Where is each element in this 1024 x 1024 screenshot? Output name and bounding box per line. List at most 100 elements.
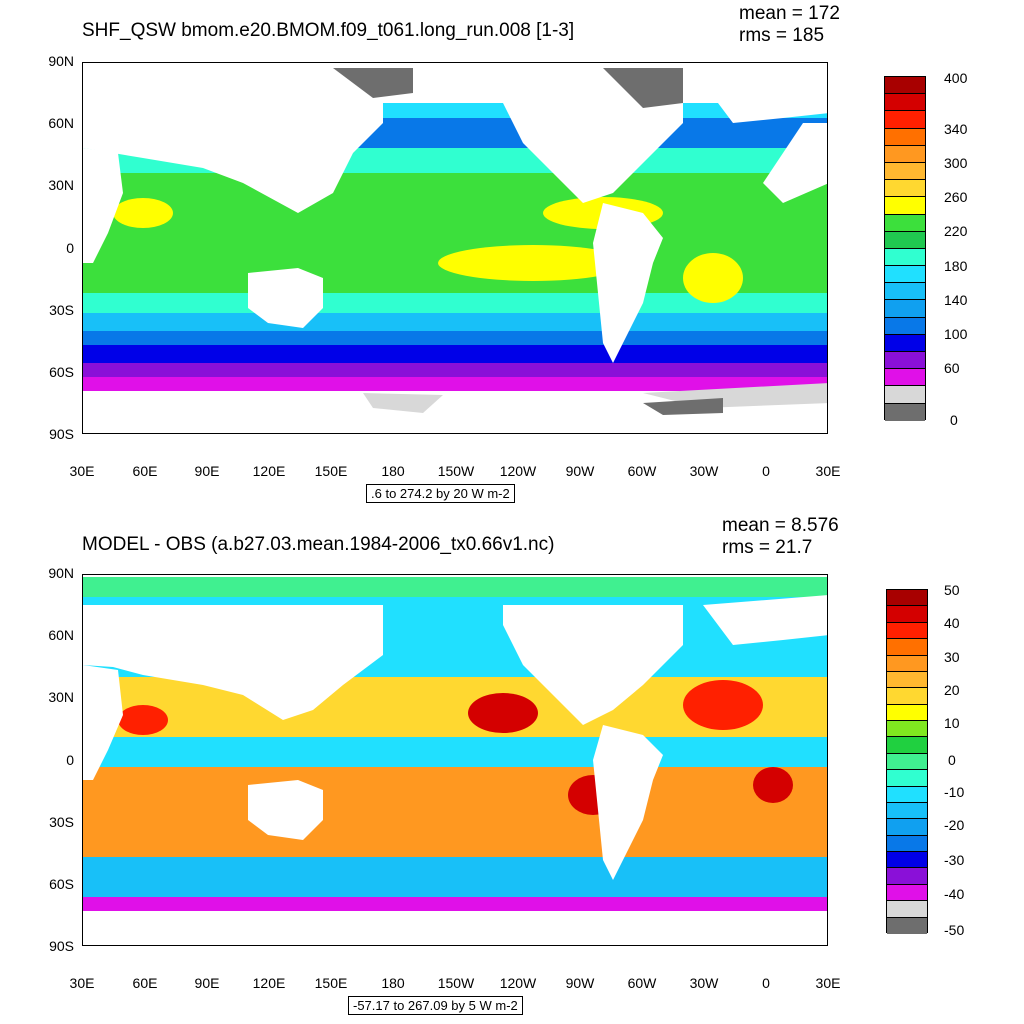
x-tick-label: 30E (815, 975, 841, 991)
y-tick-label: 30S (49, 302, 74, 318)
colorbar-label: 220 (944, 223, 968, 239)
colorbar-segment (885, 197, 925, 215)
panel-title: SHF_QSW bmom.e20.BMOM.f09_t061.long_run.… (82, 20, 575, 41)
y-tick-label: 90N (48, 565, 74, 581)
colorbar-segment (887, 868, 927, 885)
x-tick-label: 90W (565, 463, 595, 479)
colorbar-label: 400 (944, 70, 968, 86)
rms-value: rms = 185 (739, 25, 825, 46)
panel-shf-qsw: SHF_QSW bmom.e20.BMOM.f09_t061.long_run.… (48, 3, 968, 503)
colorbar-label: 100 (944, 326, 968, 342)
colorbar-label: 30 (944, 649, 960, 665)
y-tick-label: 0 (66, 752, 74, 768)
colorbar-label: 260 (944, 189, 968, 205)
colorbar-segment (885, 300, 925, 318)
panel-title: MODEL - OBS (a.b27.03.mean.1984-2006_tx0… (82, 534, 555, 555)
map-plot (82, 574, 828, 946)
x-tick-label: 0 (762, 975, 770, 991)
contour-range-note: -57.17 to 267.09 by 5 W m-2 (348, 996, 523, 1015)
colorbar-label: -20 (944, 817, 965, 833)
x-tick-label: 120E (252, 463, 286, 479)
colorbar-segment (887, 901, 927, 918)
colorbar-segment (885, 334, 925, 352)
colorbar-label: 300 (944, 155, 968, 171)
colorbar (884, 76, 926, 421)
x-tick-label: 180 (381, 463, 405, 479)
colorbar-segment (885, 77, 925, 95)
colorbar-segment (887, 688, 927, 705)
colorbar-segment (885, 403, 925, 421)
colorbar-segment (887, 590, 927, 607)
colorbar-segment (885, 128, 925, 146)
colorbar-segment (887, 606, 927, 623)
x-tick-label: 60E (132, 975, 158, 991)
colorbar-segment (887, 819, 927, 836)
colorbar-segment (887, 786, 927, 803)
map-field (83, 575, 827, 945)
x-tick-label: 90W (565, 975, 595, 991)
colorbar-label: 0 (948, 752, 956, 768)
colorbar-label: 60 (944, 360, 960, 376)
y-tick-label: 60N (48, 627, 74, 643)
mean-value: mean = 8.576 (722, 515, 839, 536)
colorbar-segment (885, 317, 925, 335)
contour-range-note: .6 to 274.2 by 20 W m-2 (366, 484, 515, 503)
colorbar-segment (885, 386, 925, 404)
y-tick-label: 60N (48, 115, 74, 131)
colorbar-label: -50 (944, 922, 965, 938)
x-tick-label: 0 (762, 463, 770, 479)
y-tick-label: 0 (66, 240, 74, 256)
x-tick-label: 90E (194, 463, 220, 479)
colorbar-segment (885, 214, 925, 232)
x-tick-label: 150E (314, 463, 348, 479)
map-plot (82, 62, 828, 434)
colorbar-segment (887, 639, 927, 656)
colorbar-segment (885, 94, 925, 112)
y-tick-label: 90N (48, 53, 74, 69)
colorbar (886, 589, 928, 934)
colorbar-label: 180 (944, 258, 968, 274)
rms-value: rms = 21.7 (722, 537, 813, 558)
y-tick-label: 60S (49, 364, 74, 380)
x-tick-label: 150W (437, 463, 475, 479)
colorbar-segment (887, 655, 927, 672)
y-tick-label: 30S (49, 814, 74, 830)
colorbar-label: 0 (950, 412, 958, 428)
panel-model-minus-obs: MODEL - OBS (a.b27.03.mean.1984-2006_tx0… (0, 512, 1024, 1024)
colorbar-label: 20 (944, 682, 960, 698)
colorbar-segment (885, 352, 925, 370)
y-tick-label: 60S (49, 876, 74, 892)
colorbar-segment (885, 180, 925, 198)
colorbar-segment (887, 671, 927, 689)
x-tick-label: 120W (499, 463, 537, 479)
x-tick-label: 120W (499, 975, 537, 991)
colorbar-segment (885, 369, 925, 387)
colorbar-label: 50 (944, 582, 960, 598)
colorbar-label: -10 (944, 784, 965, 800)
x-tick-label: 60W (627, 463, 657, 479)
x-tick-label: 180 (381, 975, 405, 991)
y-tick-label: 90S (49, 938, 74, 954)
x-tick-label: 120E (252, 975, 286, 991)
colorbar-segment (887, 884, 927, 902)
x-tick-label: 30E (69, 463, 95, 479)
colorbar-segment (887, 852, 927, 869)
colorbar-segment (885, 231, 925, 249)
x-tick-label: 150E (314, 975, 348, 991)
mean-value: mean = 172 (739, 3, 840, 24)
colorbar-label: 10 (944, 715, 960, 731)
x-tick-label: 90E (194, 975, 220, 991)
colorbar-label: -40 (944, 886, 965, 902)
colorbar-label: 140 (944, 292, 968, 308)
colorbar-segment (887, 721, 927, 738)
y-tick-label: 90S (49, 426, 74, 442)
colorbar-label: -30 (944, 852, 965, 868)
colorbar-segment (885, 283, 925, 301)
x-tick-label: 30E (69, 975, 95, 991)
colorbar-segment (887, 770, 927, 787)
colorbar-segment (887, 835, 927, 852)
colorbar-label: 40 (944, 615, 960, 631)
map-field (83, 63, 827, 433)
colorbar-segment (885, 111, 925, 129)
colorbar-segment (887, 802, 927, 820)
